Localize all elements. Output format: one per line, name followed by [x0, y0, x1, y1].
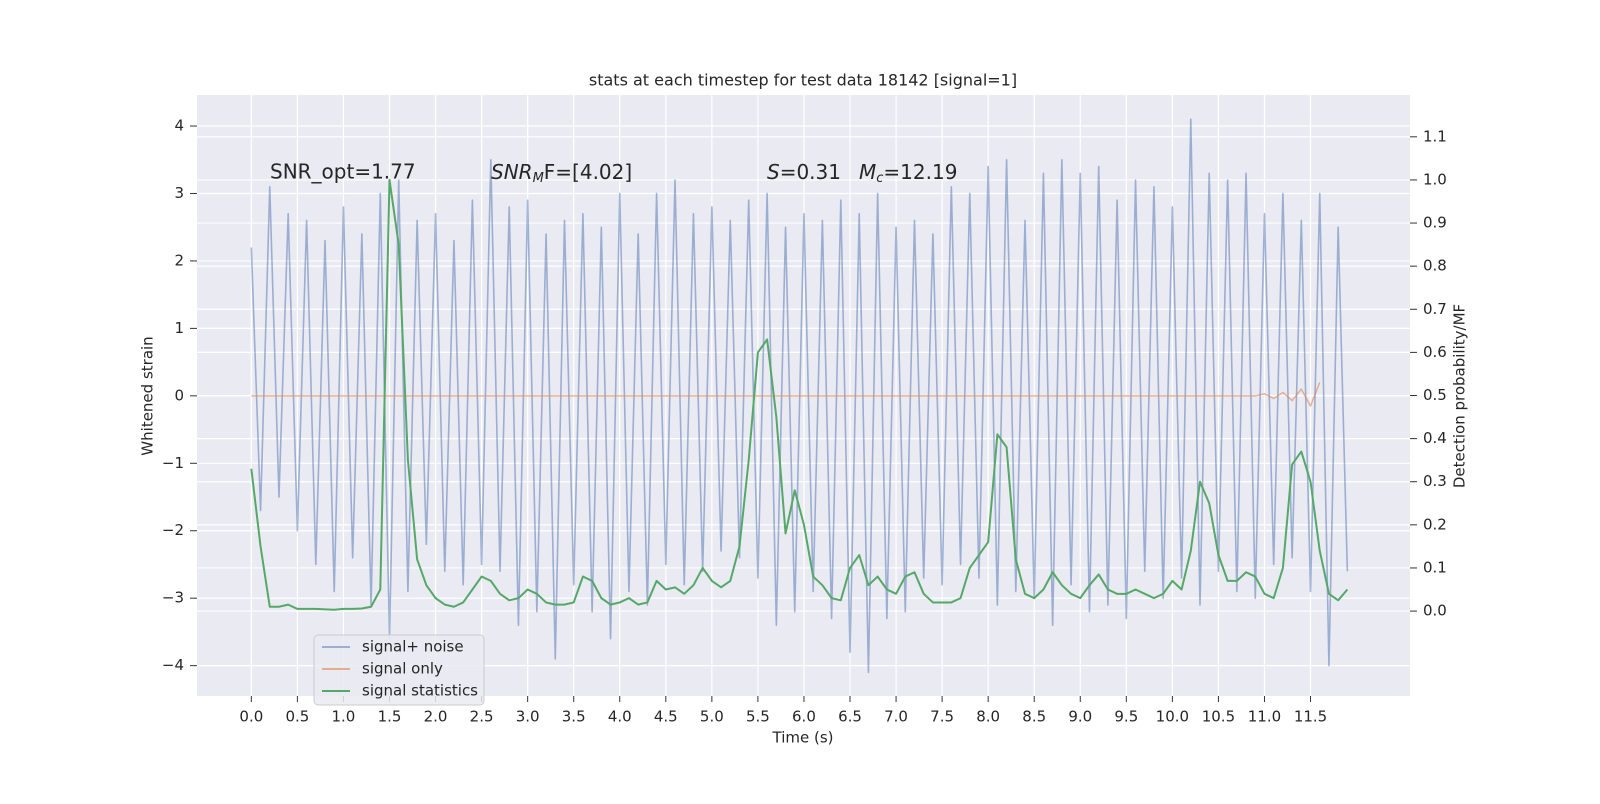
x-tick-label: 9.5: [1114, 708, 1138, 726]
x-tick-label: 4.0: [608, 708, 632, 726]
x-tick-label: 0.0: [239, 708, 263, 726]
x-tick-label: 8.5: [1022, 708, 1046, 726]
y-tick-label: −3: [162, 589, 184, 607]
x-tick-label: 11.5: [1294, 708, 1327, 726]
y2-tick-label: 1.0: [1423, 170, 1447, 188]
series-line: [251, 382, 1321, 407]
y-tick-label: 1: [174, 319, 184, 337]
y2-tick-label: 0.7: [1423, 300, 1447, 318]
x-tick-label: 10.0: [1156, 708, 1189, 726]
y-tick-label: 4: [174, 117, 184, 135]
annotation-part: SNR: [491, 160, 533, 184]
y2-tick-label: 0.4: [1423, 429, 1447, 447]
x-tick-label: 3.5: [562, 708, 586, 726]
marks: [250, 118, 1349, 674]
x-tick-label: 7.0: [884, 708, 908, 726]
x-tick-label: 2.5: [470, 708, 494, 726]
legend-box: [313, 634, 485, 706]
x-tick-label: 1.5: [378, 708, 402, 726]
annotation-part: M: [859, 160, 876, 184]
y2-tick-label: 0.3: [1423, 472, 1447, 490]
x-tick-label: 7.5: [930, 708, 954, 726]
x-axis-label: Time (s): [772, 729, 834, 747]
y-axis-label: Whitened strain: [139, 336, 157, 455]
y-tick-label: −2: [162, 521, 184, 539]
x-tick-label: 11.0: [1248, 708, 1281, 726]
x-tick-label: 6.5: [838, 708, 862, 726]
x-tick-label: 2.0: [424, 708, 448, 726]
y-tick-label: −4: [162, 656, 184, 674]
annotation-part: =12.19: [883, 160, 957, 184]
legend-label: signal statistics: [362, 682, 478, 700]
annotation-part: F=[4.02]: [544, 160, 632, 184]
y2-tick-label: 0.2: [1423, 515, 1447, 533]
chart-title: stats at each timestep for test data 181…: [589, 71, 1017, 90]
y2-tick-label: 0.9: [1423, 214, 1447, 232]
x-tick-label: 10.5: [1202, 708, 1235, 726]
x-tick-label: 4.5: [654, 708, 678, 726]
annotation: Mc=12.19: [859, 160, 957, 186]
y2-tick-label: 0.0: [1423, 602, 1447, 620]
x-tick-label: 1.0: [332, 708, 356, 726]
x-tick-label: 5.5: [746, 708, 770, 726]
y-tick-label: 0: [174, 386, 184, 404]
y-tick-label: 2: [174, 251, 184, 269]
annotation-part: M: [533, 171, 544, 186]
y2-tick-label: 0.5: [1423, 386, 1447, 404]
series-line: [250, 118, 1349, 674]
x-tick-label: 9.0: [1068, 708, 1092, 726]
x-tick-label: 3.0: [516, 708, 540, 726]
legend-label: signal+ noise: [362, 638, 464, 656]
annotation: S=0.31: [767, 160, 841, 184]
y2-tick-label: 0.8: [1423, 257, 1447, 275]
legend-label: signal only: [362, 660, 443, 678]
y2-tick-label: 1.1: [1423, 127, 1447, 145]
y2-axis-label: Detection probability/MF: [1451, 304, 1469, 488]
annotation-part: c: [876, 171, 883, 186]
x-tick-label: 5.0: [700, 708, 724, 726]
x-tick-label: 0.5: [285, 708, 309, 726]
annotation: SNRMF=[4.02]: [491, 160, 632, 186]
x-tick-label: 8.0: [976, 708, 1000, 726]
y-tick-label: −1: [162, 454, 184, 472]
annotation: SNR_opt=1.77: [270, 160, 416, 184]
legend: signal+ noise signal only signal statistic…: [313, 634, 485, 706]
y-tick-label: 3: [174, 184, 184, 202]
x-tick-label: 6.0: [792, 708, 816, 726]
y2-tick-label: 0.1: [1423, 558, 1447, 576]
annotation-part: S: [767, 160, 780, 184]
y2-tick-label: 0.6: [1423, 343, 1447, 361]
annotation-part: =0.31: [780, 160, 841, 184]
series-line: [250, 178, 1349, 611]
